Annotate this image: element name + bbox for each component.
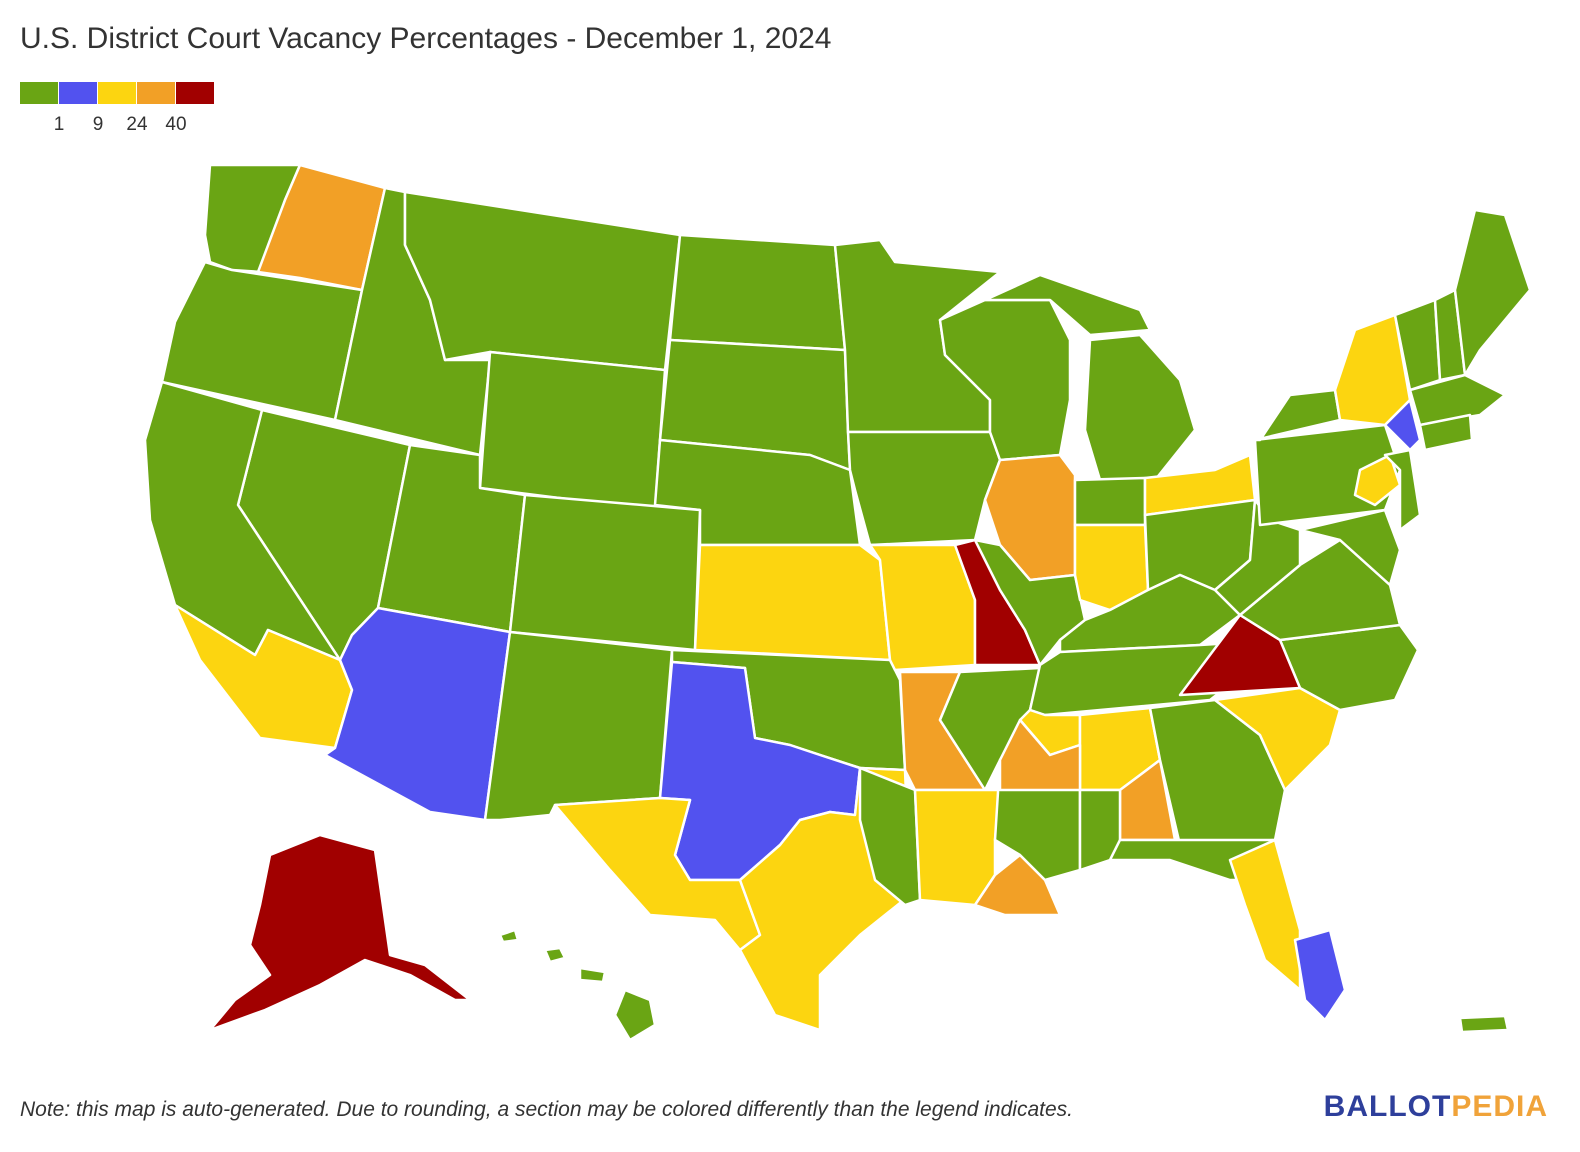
- district-wv[interactable]: [1213, 498, 1302, 617]
- brand-part1: BALLOT: [1323, 1090, 1452, 1123]
- district-wy[interactable]: [478, 350, 667, 512]
- district-in-north[interactable]: [1073, 476, 1147, 527]
- legend-tick: 40: [165, 114, 187, 135]
- legend-swatch-yellow: [98, 82, 136, 104]
- district-ct[interactable]: [1418, 413, 1474, 452]
- district-il-south[interactable]: [973, 538, 1087, 667]
- district-mi[interactable]: [1083, 333, 1197, 482]
- legend-tick: 24: [126, 114, 148, 135]
- district-nj[interactable]: [1383, 448, 1422, 532]
- district-hi[interactable]: [613, 988, 657, 1042]
- district-pa-east[interactable]: [1353, 453, 1402, 507]
- district-nd[interactable]: [668, 233, 847, 352]
- district-ia[interactable]: [846, 430, 1002, 547]
- district-nm[interactable]: [483, 630, 674, 822]
- legend-tick: 1: [53, 114, 65, 135]
- footnote: Note: this map is auto-generated. Due to…: [20, 1098, 1073, 1121]
- legend-swatch-blue: [59, 82, 97, 104]
- district-ma[interactable]: [1408, 373, 1507, 427]
- district-hi-islands[interactable]: [498, 928, 607, 984]
- ballotpedia-logo: BALLOTPEDIA: [1324, 1090, 1548, 1124]
- district-oh-north[interactable]: [1143, 453, 1257, 517]
- district-az[interactable]: [323, 606, 512, 822]
- district-ks[interactable]: [693, 543, 892, 662]
- district-fl-south[interactable]: [1293, 928, 1347, 1022]
- legend-swatch-red: [176, 82, 214, 104]
- color-legend: [20, 82, 215, 104]
- district-co[interactable]: [508, 493, 702, 652]
- district-md[interactable]: [1298, 508, 1402, 587]
- legend-swatch-green: [20, 82, 58, 104]
- brand-part2: PEDIA: [1451, 1090, 1548, 1123]
- district-mi-up[interactable]: [983, 273, 1152, 337]
- legend-tick-labels: 1 9 24 40: [20, 114, 220, 138]
- district-fl-middle[interactable]: [1228, 838, 1302, 992]
- legend-swatch-orange: [137, 82, 175, 104]
- district-mt[interactable]: [403, 190, 682, 372]
- district-pr[interactable]: [1458, 1014, 1510, 1034]
- district-me[interactable]: [1453, 208, 1532, 377]
- district-ak[interactable]: [208, 833, 472, 1032]
- district-ny-south[interactable]: [1383, 398, 1422, 452]
- legend-tick: 9: [92, 114, 104, 135]
- map-title: U.S. District Court Vacancy Percentages …: [20, 22, 832, 55]
- district-ms-orange[interactable]: [998, 718, 1082, 792]
